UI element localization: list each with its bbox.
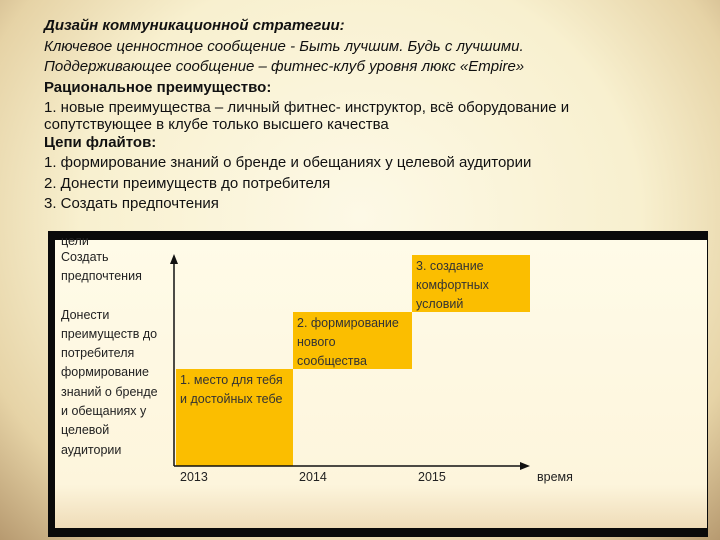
step-text: 2. формирование [297,316,399,330]
step-text: 1. место для тебя [180,373,283,387]
y-axis-arrow-icon [170,254,178,264]
goal-line: знаний о бренде [61,384,158,399]
step-text: сообщества [297,354,367,368]
heading-design: Дизайн коммуникационной стратегии: [44,17,345,34]
goal-line: и обещаниях у [61,404,147,419]
y-axis-title: цели [61,234,89,248]
year-label: 2015 [418,470,446,484]
goals-labels: цели Создать предпочтения Донести преиму… [61,234,158,460]
step-box-1: 1. место для тебя и достойных тебе [176,369,293,466]
support-message: Поддерживающее сообщение – фитнес-клуб у… [44,58,525,75]
step-box-2: 2. формирование нового сообщества [293,312,412,369]
heading-rational: Рациональное преимущество: [44,78,272,96]
flight-1: 1. формирование знаний о бренде и обещан… [44,154,532,171]
flight-3: 3. Создать предпочтения [44,195,219,212]
x-axis-title: время [537,470,573,484]
step-text: нового [297,335,336,349]
goal-line: целевой [61,423,110,438]
heading-flights: Цепи флайтов: [44,133,157,151]
step-text: комфортных [416,278,489,292]
year-label: 2014 [299,470,327,484]
goal-line: преимуществ до [61,326,158,341]
rational-line-2: сопутствующее в клубе только высшего кач… [44,115,389,133]
year-label: 2013 [180,470,208,484]
goal-line: потребителя [61,346,135,361]
step-text: и достойных тебе [180,392,283,406]
goal-line: аудитории [61,442,122,457]
x-axis-arrow-icon [520,462,530,470]
diagram-canvas [55,240,707,528]
step-box-3: 3. создание комфортных условий [412,255,530,312]
goal-line: Создать [61,250,109,264]
goal-line: формирование [61,365,149,380]
slide-text: Дизайн коммуникационной стратегии: Ключе… [44,16,714,215]
key-message: Ключевое ценностное сообщение - Быть луч… [44,37,524,55]
step-text: 3. создание [416,259,484,273]
goal-line: предпочтения [61,269,142,284]
step-text: условий [416,297,464,311]
goal-line: Донести [61,307,110,322]
flight-2: 2. Донести преимуществ до потребителя [44,174,331,192]
rational-line-1: 1. новые преимущества – личный фитнес- и… [44,99,570,116]
